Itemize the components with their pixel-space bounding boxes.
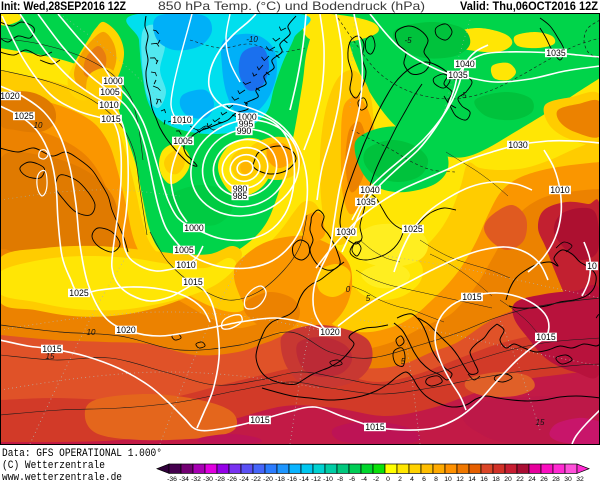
svg-text:15: 15 — [46, 352, 55, 361]
svg-text:10: 10 — [444, 476, 452, 482]
svg-text:2: 2 — [398, 476, 402, 482]
svg-text:-12: -12 — [311, 476, 321, 482]
svg-text:15: 15 — [536, 418, 545, 427]
svg-text:-4: -4 — [361, 476, 367, 482]
svg-text:-28: -28 — [215, 476, 225, 482]
svg-text:1010: 1010 — [172, 115, 191, 125]
svg-text:-34: -34 — [179, 476, 189, 482]
svg-text:-5: -5 — [404, 36, 412, 45]
svg-text:-18: -18 — [275, 476, 285, 482]
svg-text:1015: 1015 — [183, 277, 202, 287]
svg-text:4: 4 — [410, 476, 414, 482]
svg-text:995: 995 — [239, 119, 254, 129]
svg-text:24: 24 — [528, 476, 536, 482]
svg-text:0: 0 — [346, 285, 351, 294]
svg-text:Valid: Thu,06OCT2016 12Z: Valid: Thu,06OCT2016 12Z — [460, 0, 598, 13]
svg-text:1015: 1015 — [365, 422, 384, 432]
svg-text:1000: 1000 — [184, 223, 203, 233]
svg-text:1020: 1020 — [320, 327, 339, 337]
svg-text:-26: -26 — [227, 476, 237, 482]
svg-text:www.wetterzentrale.de: www.wetterzentrale.de — [2, 472, 122, 482]
svg-text:-24: -24 — [239, 476, 249, 482]
svg-text:-14: -14 — [299, 476, 309, 482]
svg-text:20: 20 — [504, 476, 512, 482]
svg-text:10: 10 — [87, 328, 96, 337]
svg-text:980: 980 — [233, 184, 248, 194]
svg-text:32: 32 — [576, 476, 584, 482]
svg-text:-10: -10 — [323, 476, 333, 482]
svg-text:22: 22 — [516, 476, 524, 482]
svg-text:1035: 1035 — [546, 48, 565, 58]
svg-text:1035: 1035 — [356, 197, 375, 207]
svg-text:-30: -30 — [203, 476, 213, 482]
svg-text:-2: -2 — [373, 476, 379, 482]
svg-text:-22: -22 — [251, 476, 261, 482]
svg-text:18: 18 — [492, 476, 500, 482]
svg-text:10: 10 — [587, 261, 597, 271]
svg-text:1025: 1025 — [69, 288, 88, 298]
svg-text:Data: GFS OPERATIONAL 1.000°: Data: GFS OPERATIONAL 1.000° — [2, 448, 162, 460]
svg-text:1040: 1040 — [360, 185, 379, 195]
svg-text:1020: 1020 — [116, 325, 135, 335]
svg-text:-6: -6 — [349, 476, 355, 482]
svg-text:1030: 1030 — [336, 227, 355, 237]
svg-text:1040: 1040 — [455, 59, 474, 69]
svg-text:10: 10 — [34, 121, 43, 130]
svg-text:1015: 1015 — [536, 332, 555, 342]
svg-text:990: 990 — [237, 126, 252, 136]
svg-text:1015: 1015 — [101, 114, 120, 124]
svg-text:-10: -10 — [246, 35, 258, 44]
svg-text:850 hPa Temp. (°C) und Bodendr: 850 hPa Temp. (°C) und Bodendruck (hPa) — [158, 0, 425, 13]
svg-text:-5: -5 — [459, 91, 467, 100]
svg-text:16: 16 — [480, 476, 488, 482]
svg-text:1020: 1020 — [0, 91, 19, 101]
svg-text:6: 6 — [422, 476, 426, 482]
svg-text:1030: 1030 — [508, 140, 527, 150]
svg-text:26: 26 — [540, 476, 548, 482]
svg-text:1005: 1005 — [100, 87, 119, 97]
svg-text:1025: 1025 — [403, 224, 422, 234]
svg-text:1000: 1000 — [103, 76, 122, 86]
svg-text:1015: 1015 — [250, 415, 269, 425]
svg-text:1010: 1010 — [99, 100, 118, 110]
svg-text:-20: -20 — [263, 476, 273, 482]
svg-text:1035: 1035 — [448, 70, 467, 80]
svg-text:14: 14 — [468, 476, 476, 482]
svg-text:5: 5 — [401, 357, 406, 366]
svg-text:28: 28 — [552, 476, 560, 482]
svg-text:1005: 1005 — [174, 245, 193, 255]
svg-text:1000: 1000 — [237, 112, 256, 122]
svg-text:1025: 1025 — [14, 111, 33, 121]
svg-text:-32: -32 — [191, 476, 201, 482]
svg-text:1015: 1015 — [462, 292, 481, 302]
svg-text:5: 5 — [366, 294, 371, 303]
svg-text:985: 985 — [233, 191, 248, 201]
svg-text:-16: -16 — [287, 476, 297, 482]
svg-text:30: 30 — [564, 476, 572, 482]
svg-text:1005: 1005 — [173, 136, 192, 146]
svg-text:1010: 1010 — [176, 260, 195, 270]
svg-text:-8: -8 — [337, 476, 343, 482]
svg-text:Init: Wed,28SEP2016 12Z: Init: Wed,28SEP2016 12Z — [1, 0, 126, 13]
svg-text:(C) Wetterzentrale: (C) Wetterzentrale — [2, 460, 105, 472]
svg-text:8: 8 — [434, 476, 438, 482]
svg-text:-36: -36 — [167, 476, 177, 482]
svg-text:1010: 1010 — [550, 185, 569, 195]
svg-text:1015: 1015 — [42, 344, 61, 354]
svg-text:12: 12 — [456, 476, 464, 482]
svg-text:0: 0 — [386, 476, 390, 482]
